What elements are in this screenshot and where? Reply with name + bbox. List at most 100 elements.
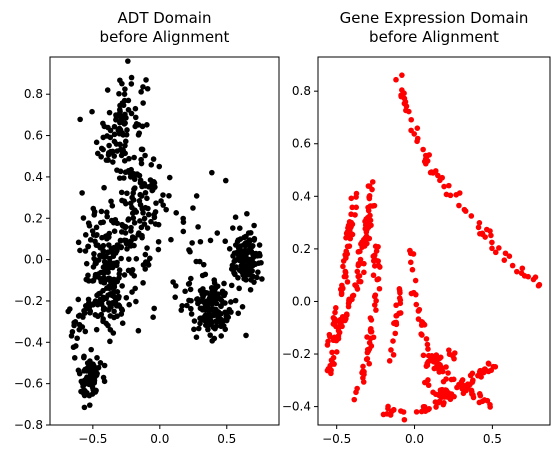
scatter-point [373,248,380,254]
panel-adt: ADT Domain before Alignment −0.5 0.0 0.5 −0.8… [14,9,280,446]
scatter-points [324,72,543,423]
scatter-point [476,220,483,226]
y-tick-label: 0.8 [292,84,311,98]
scatter-point [209,319,215,325]
scatter-point [96,290,102,297]
scatter-point [180,228,187,235]
scatter-point [105,152,112,158]
scatter-point [230,253,236,259]
scatter-point [106,255,113,262]
scatter-point [133,298,139,305]
scatter-point [245,230,252,236]
scatter-point [98,301,105,308]
scatter-point [152,221,159,227]
scatter-point [343,273,349,280]
scatter-point [386,358,393,364]
scatter-point [118,244,125,250]
scatter-point [168,236,174,243]
chart-title-line: before Alignment [100,28,230,46]
scatter-point [128,81,135,87]
scatter-point [211,335,218,342]
scatter-point [88,346,94,353]
scatter-point [239,303,246,310]
scatter-point [356,278,362,285]
scatter-point [365,204,371,211]
scatter-point [121,272,128,278]
scatter-point [137,191,144,198]
scatter-point [127,170,133,176]
scatter-point [101,184,107,191]
chart-title-line: before Alignment [369,28,499,46]
scatter-point [197,315,203,322]
scatter-point [188,305,194,312]
scatter-point [424,341,431,348]
scatter-point [390,407,397,413]
scatter-point [369,186,375,193]
scatter-point [132,114,139,121]
scatter-point [489,245,495,252]
scatter-point [131,186,137,193]
scatter-point [99,234,105,241]
scatter-point [97,296,104,303]
scatter-point [136,172,143,179]
scatter-point [226,246,233,252]
scatter-point [129,210,136,217]
axes-frame [317,56,551,426]
scatter-point [453,192,459,198]
scatter-point [343,235,349,241]
scatter-point [65,308,72,315]
scatter-point [391,320,397,327]
scatter-point [179,303,185,309]
scatter-point [142,152,148,159]
scatter-point [117,237,124,244]
scatter-point [122,169,129,176]
scatter-point [178,307,185,313]
y-tick-label: 0.2 [24,211,43,225]
scatter-point [83,276,90,283]
scatter-point [479,231,486,238]
y-tick-label: −0.6 [14,377,43,391]
scatter-point [91,251,97,257]
scatter-point [80,215,87,221]
scatter-point [122,120,128,126]
scatter-point [119,283,125,289]
scatter-point [367,315,374,321]
scatter-point [129,204,135,211]
panel-gene-expression: Gene Expression Domain before Alignment −0… [282,9,551,446]
scatter-point [180,215,186,222]
scatter-point [119,320,126,327]
scatter-point [364,349,371,356]
scatter-point [221,280,227,287]
scatter-point [201,313,208,320]
scatter-point [202,305,208,312]
scatter-point [172,294,178,300]
scatter-point [149,187,155,194]
scatter-point [123,294,130,301]
scatter-point [125,58,131,64]
scatter-point [514,268,520,275]
scatter-point [470,377,476,383]
scatter-point [401,416,408,423]
scatter-point [144,225,151,231]
scatter-point [487,404,493,410]
scatter-point [107,290,114,297]
scatter-point [332,305,339,311]
scatter-point [351,396,358,403]
scatter-point [94,272,101,279]
scatter-point [112,216,119,223]
scatter-point [431,365,438,372]
scatter-point [114,259,120,266]
scatter-point [492,249,499,256]
scatter-point [479,398,486,405]
chart-title: ADT Domain before Alignment [100,9,230,46]
scatter-point [422,379,428,386]
scatter-point [403,107,409,114]
scatter-point [205,326,211,333]
scatter-point [116,267,123,273]
scatter-point [436,355,443,362]
scatter-point [116,130,123,137]
scatter-point [370,253,377,260]
scatter-point [362,222,369,228]
scatter-point [122,142,128,149]
scatter-point [186,247,192,253]
